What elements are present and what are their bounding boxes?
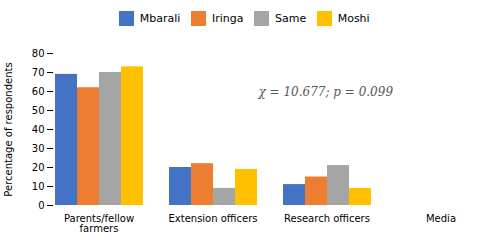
- svg-text:60: 60: [32, 85, 45, 96]
- svg-text:70: 70: [32, 66, 45, 77]
- svg-text:Research officers: Research officers: [284, 212, 370, 223]
- html-text:Moshi: Moshi: [337, 12, 370, 25]
- svg-text:Media: Media: [426, 212, 456, 223]
- svg-text:30: 30: [32, 142, 45, 153]
- svg-text:10: 10: [32, 180, 45, 191]
- html-text:Iringa: Iringa: [211, 12, 244, 25]
- svg-text:20: 20: [32, 161, 45, 172]
- svg-text:80: 80: [32, 47, 45, 58]
- svg-text:Percentage of respondents: Percentage of respondents: [3, 62, 14, 196]
- html-text:Same: Same: [275, 12, 307, 25]
- svg-text:Parents/fellowfarmers: Parents/fellowfarmers: [64, 212, 134, 233]
- svg-text:Extension officers: Extension officers: [168, 212, 257, 223]
- html-text:Mbarali: Mbarali: [139, 12, 181, 25]
- svg-text:40: 40: [32, 123, 45, 134]
- svg-text:0: 0: [38, 199, 44, 210]
- svg-text:χ = 10.677; p = 0.099: χ = 10.677; p = 0.099: [258, 85, 394, 99]
- svg-text:50: 50: [32, 104, 45, 115]
